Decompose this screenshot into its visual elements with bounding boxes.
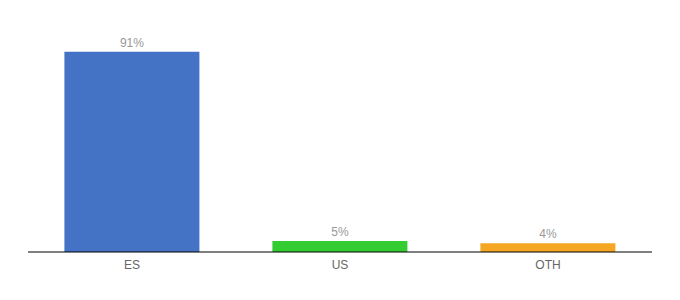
svg-text:OTH: OTH <box>535 258 560 272</box>
svg-text:ES: ES <box>124 258 140 272</box>
svg-text:US: US <box>332 258 349 272</box>
svg-text:91%: 91% <box>120 36 144 50</box>
svg-text:4%: 4% <box>539 227 557 241</box>
svg-text:5%: 5% <box>331 225 349 239</box>
